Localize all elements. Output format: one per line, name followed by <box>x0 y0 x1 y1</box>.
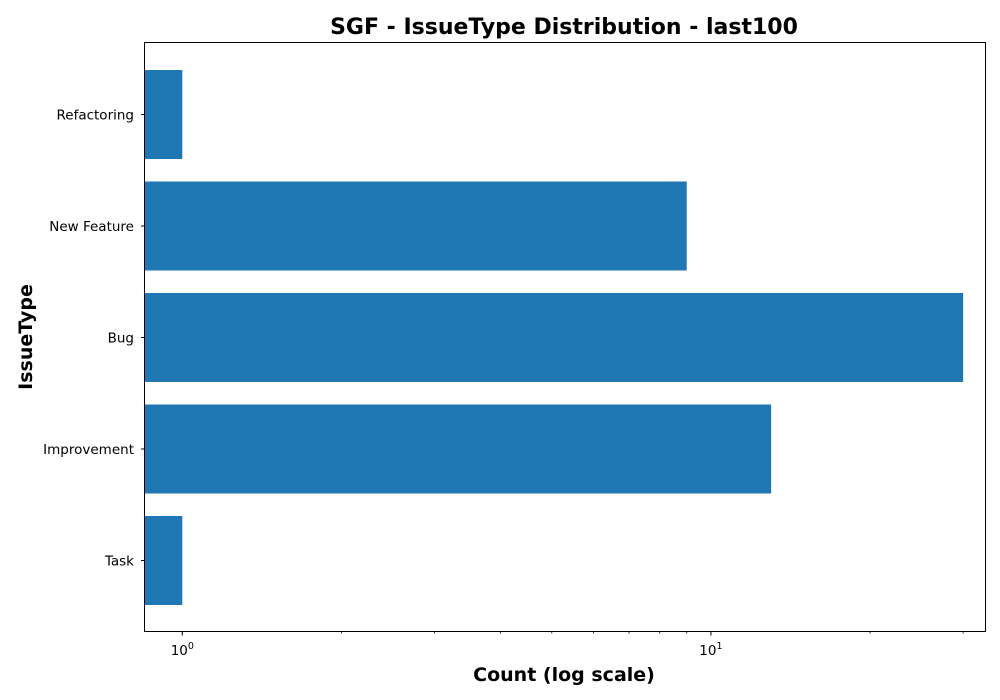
plot-frame <box>144 42 986 632</box>
y-axis-label: IssueType <box>15 284 37 390</box>
bar-task <box>145 516 183 605</box>
x-tick-label: 100 <box>171 641 194 659</box>
y-ticks-group: Task Improvement Bug New Feature Refactoring <box>43 108 145 570</box>
bar-new-feature <box>145 181 687 271</box>
bar-bug <box>145 293 964 382</box>
y-tick-label-improvement: Improvement <box>43 442 134 458</box>
bars-group <box>145 70 964 605</box>
y-tick-label-new-feature: New Feature <box>49 219 134 235</box>
x-tick-label: 101 <box>699 641 722 659</box>
y-tick-label-refactoring: Refactoring <box>56 108 134 124</box>
x-axis-label: Count (log scale) <box>473 664 655 686</box>
bar-refactoring <box>145 70 183 159</box>
y-tick-label-task: Task <box>104 554 134 570</box>
y-tick-label-bug: Bug <box>108 331 134 347</box>
chart-title: SGF - IssueType Distribution - last100 <box>330 15 798 40</box>
x-ticks-group: 100 101 <box>171 631 964 659</box>
bar-improvement <box>145 404 772 494</box>
